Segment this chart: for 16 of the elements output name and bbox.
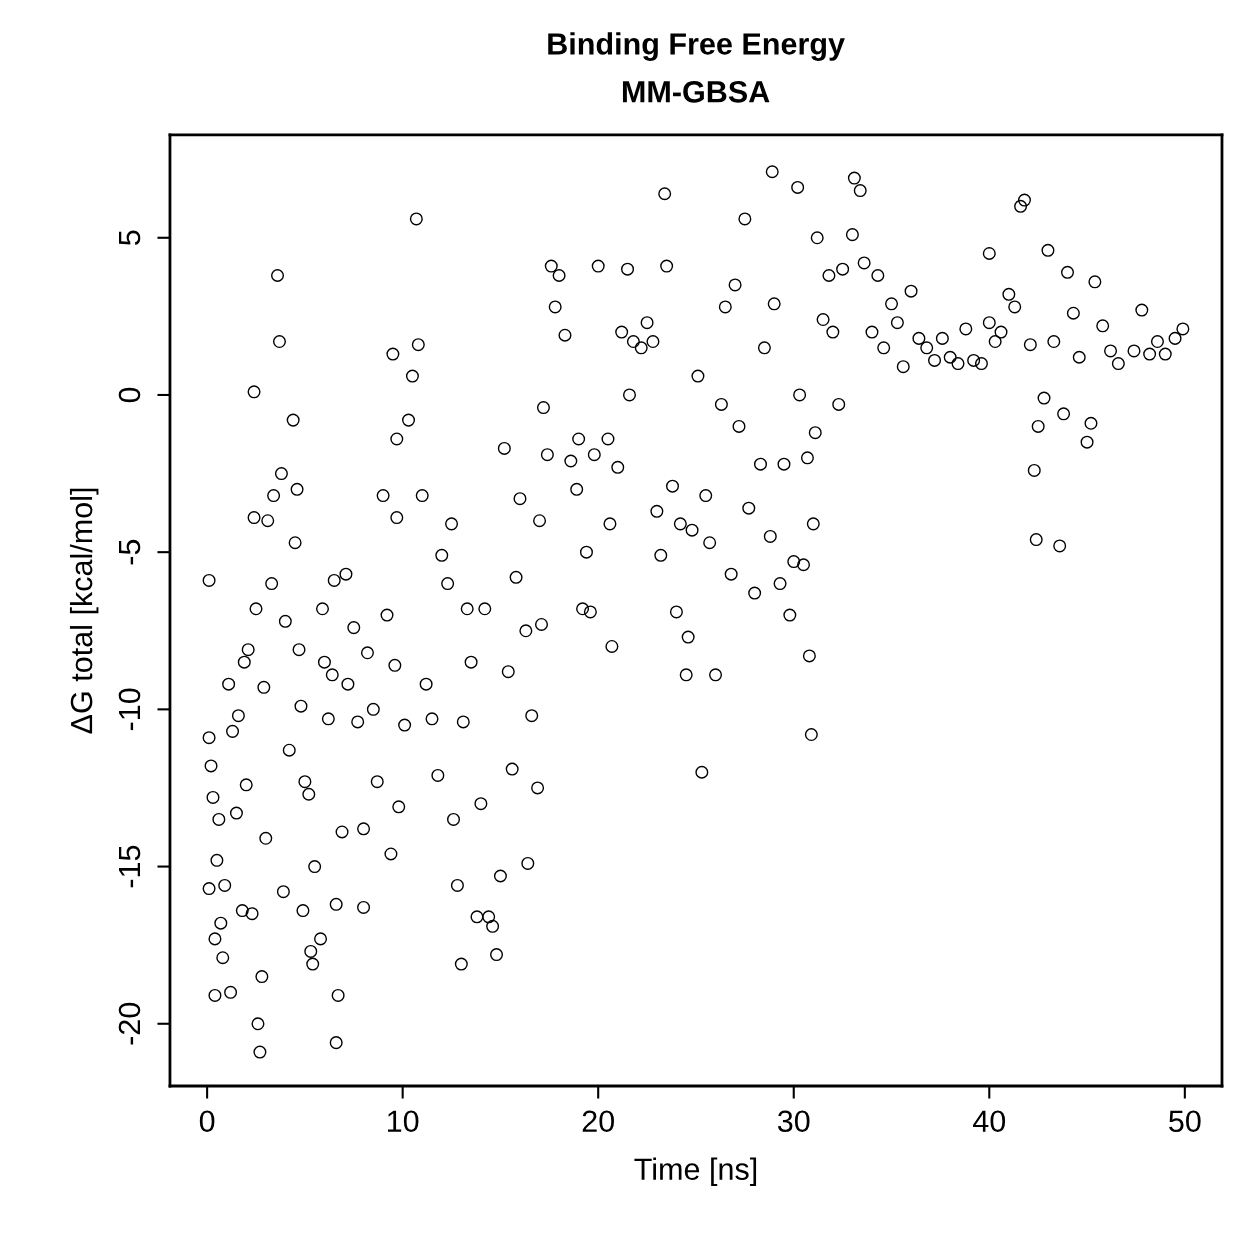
- y-tick-label: -10: [118, 688, 141, 731]
- y-tick-label: -15: [118, 845, 141, 888]
- y-axis-title: ΔG total [kcal/mol]: [69, 488, 99, 734]
- chart-title: Binding Free Energy: [548, 32, 845, 61]
- y-tick-label: 5: [118, 230, 141, 246]
- chart-subtitle: MM-GBSA: [622, 80, 770, 103]
- x-tick-label: 50: [1169, 1110, 1201, 1133]
- x-tick-label: 10: [388, 1110, 419, 1133]
- x-axis-title: Time [ns]: [634, 1157, 757, 1187]
- x-tick-label: 30: [777, 1110, 810, 1133]
- y-tick-label: -5: [118, 539, 141, 565]
- x-tick-label: 40: [973, 1110, 1006, 1133]
- y-tick-label: 0: [118, 387, 141, 403]
- y-tick-label: -20: [118, 1002, 141, 1045]
- x-tick-label: 20: [582, 1110, 614, 1133]
- x-tick-label: 0: [199, 1110, 215, 1133]
